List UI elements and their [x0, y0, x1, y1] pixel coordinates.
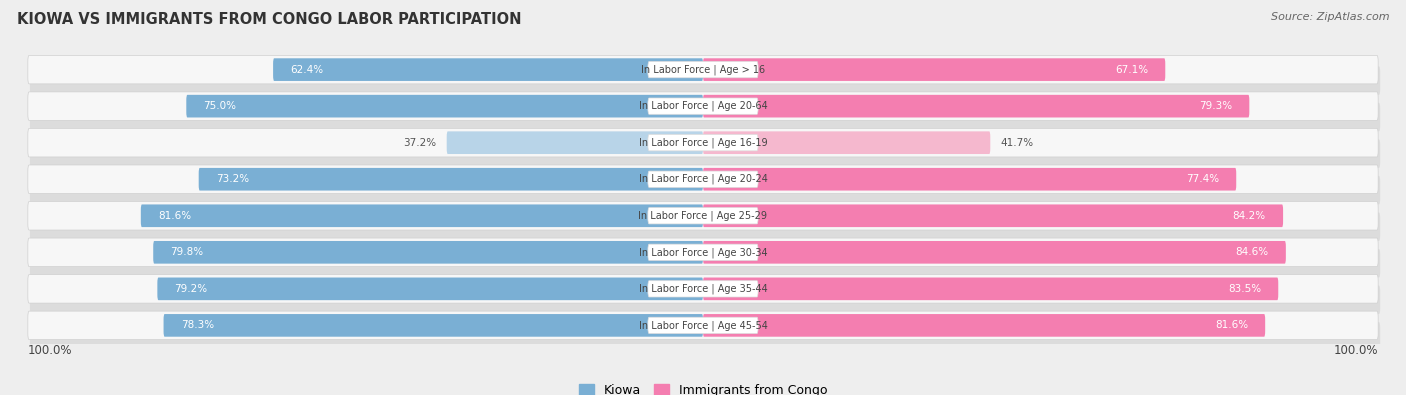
- Text: Source: ZipAtlas.com: Source: ZipAtlas.com: [1271, 12, 1389, 22]
- Text: 81.6%: 81.6%: [157, 211, 191, 221]
- Text: In Labor Force | Age 16-19: In Labor Force | Age 16-19: [638, 137, 768, 148]
- FancyBboxPatch shape: [30, 66, 1381, 95]
- FancyBboxPatch shape: [28, 275, 1378, 303]
- Text: In Labor Force | Age > 16: In Labor Force | Age > 16: [641, 64, 765, 75]
- FancyBboxPatch shape: [30, 176, 1381, 205]
- Text: 62.4%: 62.4%: [290, 65, 323, 75]
- FancyBboxPatch shape: [648, 317, 758, 333]
- FancyBboxPatch shape: [30, 249, 1381, 278]
- Text: In Labor Force | Age 45-54: In Labor Force | Age 45-54: [638, 320, 768, 331]
- Text: In Labor Force | Age 35-44: In Labor Force | Age 35-44: [638, 284, 768, 294]
- FancyBboxPatch shape: [648, 135, 758, 151]
- FancyBboxPatch shape: [648, 281, 758, 297]
- Text: 79.3%: 79.3%: [1199, 101, 1232, 111]
- FancyBboxPatch shape: [28, 128, 1378, 157]
- FancyBboxPatch shape: [30, 213, 1381, 241]
- Text: In Labor Force | Age 25-29: In Labor Force | Age 25-29: [638, 211, 768, 221]
- FancyBboxPatch shape: [28, 55, 1378, 84]
- Text: 79.8%: 79.8%: [170, 247, 204, 257]
- FancyBboxPatch shape: [30, 103, 1381, 132]
- FancyBboxPatch shape: [163, 314, 703, 337]
- FancyBboxPatch shape: [648, 171, 758, 187]
- Text: 67.1%: 67.1%: [1115, 65, 1149, 75]
- FancyBboxPatch shape: [141, 205, 703, 227]
- FancyBboxPatch shape: [198, 168, 703, 190]
- FancyBboxPatch shape: [648, 244, 758, 260]
- Text: 73.2%: 73.2%: [217, 174, 249, 184]
- Text: 37.2%: 37.2%: [404, 138, 436, 148]
- Text: 100.0%: 100.0%: [1334, 344, 1378, 357]
- FancyBboxPatch shape: [447, 132, 703, 154]
- FancyBboxPatch shape: [703, 241, 1286, 263]
- FancyBboxPatch shape: [186, 95, 703, 117]
- FancyBboxPatch shape: [648, 98, 758, 114]
- FancyBboxPatch shape: [648, 62, 758, 78]
- Text: In Labor Force | Age 20-24: In Labor Force | Age 20-24: [638, 174, 768, 184]
- FancyBboxPatch shape: [703, 205, 1284, 227]
- Text: 41.7%: 41.7%: [1001, 138, 1033, 148]
- FancyBboxPatch shape: [28, 201, 1378, 230]
- FancyBboxPatch shape: [28, 238, 1378, 267]
- FancyBboxPatch shape: [28, 165, 1378, 194]
- FancyBboxPatch shape: [703, 132, 990, 154]
- FancyBboxPatch shape: [703, 314, 1265, 337]
- FancyBboxPatch shape: [157, 278, 703, 300]
- Text: 78.3%: 78.3%: [181, 320, 214, 330]
- FancyBboxPatch shape: [648, 208, 758, 224]
- Text: 100.0%: 100.0%: [28, 344, 72, 357]
- FancyBboxPatch shape: [703, 95, 1250, 117]
- Text: 81.6%: 81.6%: [1215, 320, 1249, 330]
- FancyBboxPatch shape: [153, 241, 703, 263]
- Text: 75.0%: 75.0%: [204, 101, 236, 111]
- FancyBboxPatch shape: [703, 168, 1236, 190]
- Text: 84.2%: 84.2%: [1233, 211, 1265, 221]
- Text: 84.6%: 84.6%: [1236, 247, 1268, 257]
- FancyBboxPatch shape: [703, 278, 1278, 300]
- FancyBboxPatch shape: [28, 92, 1378, 120]
- FancyBboxPatch shape: [703, 58, 1166, 81]
- Text: 77.4%: 77.4%: [1185, 174, 1219, 184]
- FancyBboxPatch shape: [30, 286, 1381, 314]
- Text: 83.5%: 83.5%: [1227, 284, 1261, 294]
- Text: 79.2%: 79.2%: [174, 284, 208, 294]
- FancyBboxPatch shape: [273, 58, 703, 81]
- FancyBboxPatch shape: [30, 322, 1381, 351]
- Text: In Labor Force | Age 30-34: In Labor Force | Age 30-34: [638, 247, 768, 258]
- FancyBboxPatch shape: [28, 311, 1378, 340]
- Legend: Kiowa, Immigrants from Congo: Kiowa, Immigrants from Congo: [574, 379, 832, 395]
- FancyBboxPatch shape: [30, 139, 1381, 168]
- Text: KIOWA VS IMMIGRANTS FROM CONGO LABOR PARTICIPATION: KIOWA VS IMMIGRANTS FROM CONGO LABOR PAR…: [17, 12, 522, 27]
- Text: In Labor Force | Age 20-64: In Labor Force | Age 20-64: [638, 101, 768, 111]
